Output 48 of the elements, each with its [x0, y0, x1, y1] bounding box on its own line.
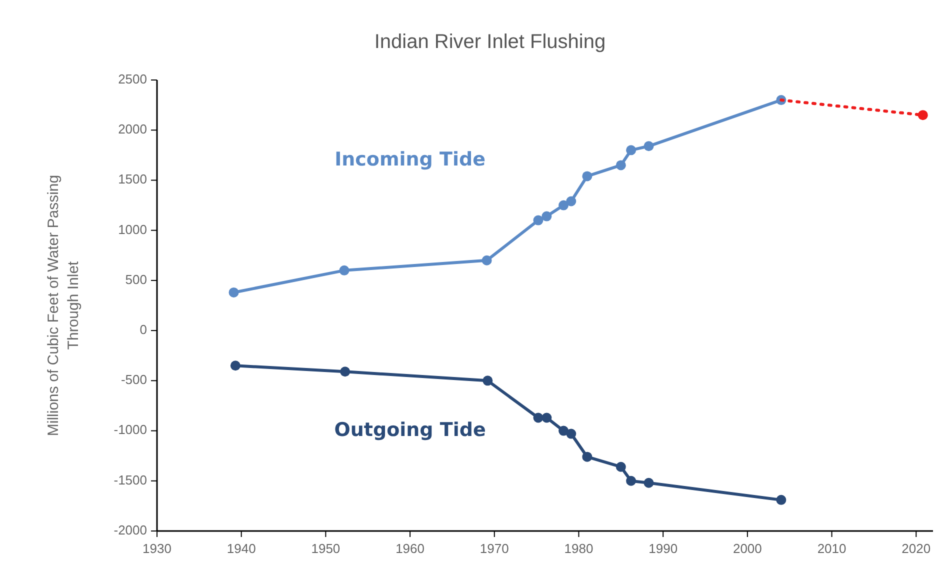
x-tick-label: 1990 — [648, 541, 678, 556]
y-tick-label: -1000 — [114, 422, 147, 438]
point — [228, 287, 239, 298]
x-tick-label: 2000 — [732, 541, 762, 556]
point — [644, 478, 654, 488]
point — [339, 265, 350, 276]
point — [616, 462, 626, 472]
point — [626, 145, 636, 156]
point — [482, 255, 492, 266]
x-tick-label: 2010 — [817, 541, 846, 556]
y-axis-title: Millions of Cubic Feet of Water Passing Through Inlet — [45, 174, 82, 436]
y-tick-label: 1500 — [118, 172, 147, 187]
x-tick-label: 2020 — [902, 541, 931, 556]
y-tick-label: -2000 — [114, 522, 147, 538]
x-tick-label: 1930 — [142, 541, 172, 556]
y-tick-label: 500 — [125, 272, 147, 287]
x-tick-label: 1970 — [480, 541, 509, 556]
point — [533, 215, 544, 226]
y-tick-label: -500 — [120, 372, 147, 388]
y-tick-label: 0 — [140, 322, 147, 337]
text: Incoming Tide — [334, 148, 486, 170]
y-tick-label: 1000 — [118, 222, 147, 237]
point — [542, 211, 552, 222]
point — [582, 171, 592, 182]
point — [566, 428, 576, 439]
series-label: Outgoing Tide — [334, 418, 486, 441]
point — [558, 200, 569, 210]
point — [482, 376, 493, 386]
x-tick-label: 1960 — [396, 541, 425, 556]
point — [230, 360, 240, 371]
x-tick-label: 1940 — [226, 541, 256, 556]
point — [566, 196, 576, 206]
y-tick-label: 2000 — [118, 122, 147, 137]
y-tick-label: 2500 — [118, 71, 147, 86]
point — [582, 452, 592, 462]
point — [776, 494, 786, 505]
chart-title: Indian River Inlet Flushing — [374, 31, 606, 53]
point — [558, 426, 569, 436]
point — [626, 476, 636, 486]
y-tick-label: -1500 — [114, 472, 147, 488]
point — [616, 160, 626, 170]
point — [644, 141, 654, 152]
point — [533, 412, 544, 423]
x-tick-label: 1950 — [311, 541, 340, 556]
point — [918, 110, 928, 120]
point — [340, 366, 350, 377]
point — [542, 412, 552, 423]
x-tick-label: 1980 — [564, 541, 594, 556]
